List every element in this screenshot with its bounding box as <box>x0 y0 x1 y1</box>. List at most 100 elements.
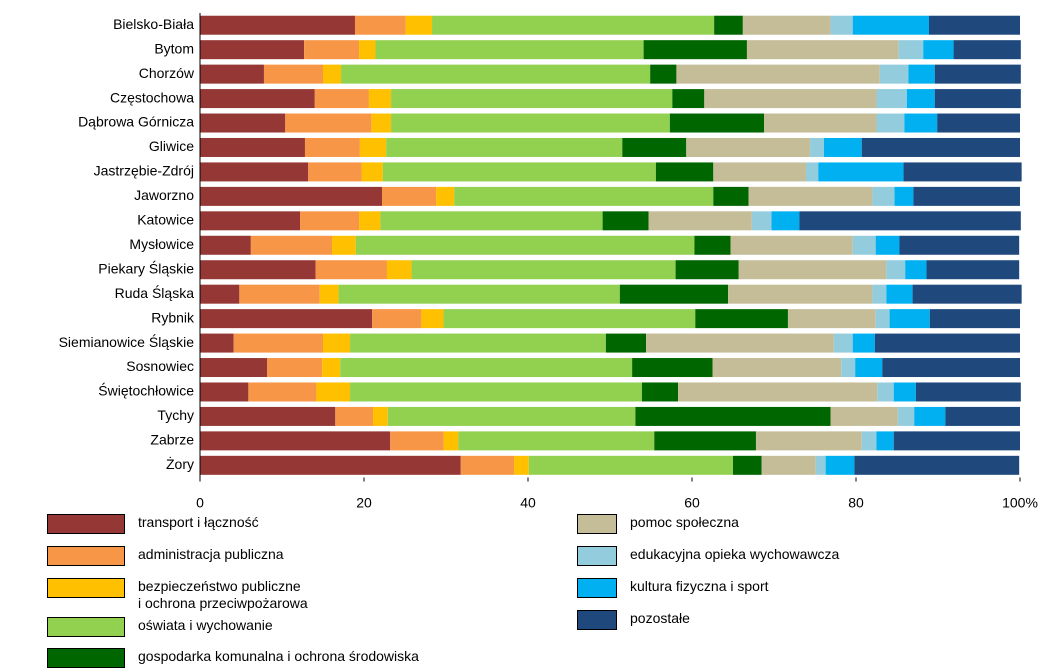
bar-segment <box>915 382 1021 402</box>
y-tick-label: Katowice <box>137 212 194 228</box>
bar-segment <box>945 406 1020 426</box>
bar-segment <box>872 186 895 206</box>
bar-segment <box>852 333 875 353</box>
bar-segment <box>728 284 873 304</box>
bar-segment <box>200 333 234 353</box>
bar-segment <box>382 186 437 206</box>
legend-item: edukacyjna opieka wychowawcza <box>577 546 839 566</box>
bar-segment <box>876 113 905 133</box>
bar-segment <box>308 162 362 182</box>
y-tick-label: Częstochowa <box>110 89 194 105</box>
bar-segment <box>825 455 855 475</box>
legend-swatch <box>577 610 617 630</box>
bar-segment <box>421 309 444 329</box>
bar-segment <box>355 235 695 255</box>
bar-segment <box>810 137 825 157</box>
bar-segment <box>805 162 819 182</box>
bar-segment <box>371 113 392 133</box>
bar-segment <box>643 40 747 60</box>
bar-segment <box>619 284 729 304</box>
bar-segment <box>830 15 853 35</box>
bar-segment <box>713 162 806 182</box>
bar-segment <box>733 455 762 475</box>
bar-segment <box>894 186 914 206</box>
bar-segment <box>852 15 929 35</box>
legend-label: gospodarka komunalna i ochrona środowisk… <box>138 648 419 664</box>
bar-segment <box>929 309 1020 329</box>
bar-segment <box>872 284 887 304</box>
bar-segment <box>861 431 877 451</box>
bar-segment <box>713 186 749 206</box>
bar-segment <box>304 40 360 60</box>
bar-segment <box>239 284 320 304</box>
y-tick-label: Mysłowice <box>129 236 194 252</box>
legend-item: gospodarka komunalna i ochrona środowisk… <box>47 648 419 668</box>
bar-segment <box>686 137 811 157</box>
bar-segment <box>632 358 713 378</box>
bar-segment <box>893 431 1020 451</box>
bar-segment <box>695 309 788 329</box>
legend-label: bezpieczeństwo publiczne i ochrona przec… <box>138 578 308 611</box>
bar-segment <box>340 358 633 378</box>
bar-segment <box>391 89 673 109</box>
bar-segment <box>602 211 649 231</box>
bar-segment <box>824 137 862 157</box>
bar-segment <box>635 406 831 426</box>
bar-segment <box>852 235 876 255</box>
legend-item: bezpieczeństwo publiczne i ochrona przec… <box>47 578 308 612</box>
legend-swatch <box>47 648 125 668</box>
legend-label: edukacyjna opieka wychowawcza <box>630 546 840 562</box>
bar-segment <box>761 455 816 475</box>
y-tick-label: Żory <box>166 455 194 472</box>
bar-segment <box>926 260 1020 280</box>
y-tick-label: Zabrze <box>150 432 194 448</box>
legend-swatch <box>47 578 125 598</box>
bar-segment <box>799 211 1021 231</box>
bar-segment <box>405 15 433 35</box>
bar-segment <box>386 260 412 280</box>
bar-segment <box>953 40 1021 60</box>
bar-segment <box>338 284 620 304</box>
bar-segment <box>200 455 461 475</box>
bar-segment <box>332 235 356 255</box>
bar-segment <box>382 162 656 182</box>
bar-segment <box>432 15 715 35</box>
y-tick-label: Jaworzno <box>134 187 194 203</box>
legend-label: oświata i wychowanie <box>138 617 273 633</box>
bar-segment <box>748 186 873 206</box>
legend-swatch <box>47 514 125 534</box>
bar-segment <box>855 358 883 378</box>
bar-segment <box>886 284 913 304</box>
bar-segment <box>386 137 623 157</box>
bar-segment <box>390 431 444 451</box>
bar-segment <box>934 89 1021 109</box>
bar-segment <box>755 431 862 451</box>
bar-segment <box>712 358 842 378</box>
y-tick-label: Rybnik <box>151 309 195 325</box>
x-tick-label: 20 <box>356 494 372 510</box>
bar-segment <box>200 309 373 329</box>
bar-segment <box>411 260 676 280</box>
bar-segment <box>906 89 935 109</box>
bar-segment <box>913 186 1020 206</box>
legend-item: kultura fizyczna i sport <box>577 578 769 598</box>
bar-segment <box>443 431 459 451</box>
bar-segment <box>315 260 387 280</box>
bar-segment <box>200 382 249 402</box>
bar-segment <box>751 211 772 231</box>
y-tick-label: Sosnowiec <box>126 358 194 374</box>
bar-segment <box>200 211 301 231</box>
bar-segment <box>830 406 898 426</box>
bar-segment <box>200 113 286 133</box>
legend-label: kultura fizyczna i sport <box>630 578 769 594</box>
bar-segment <box>391 113 670 133</box>
bar-segment <box>746 40 899 60</box>
bar-segment <box>361 162 383 182</box>
bar-segment <box>528 455 733 475</box>
bar-segment <box>672 89 705 109</box>
bar-segment <box>200 284 240 304</box>
bar-segment <box>914 406 946 426</box>
y-tick-label: Tychy <box>157 407 194 423</box>
bar-segment <box>738 260 887 280</box>
bar-segment <box>323 64 342 84</box>
